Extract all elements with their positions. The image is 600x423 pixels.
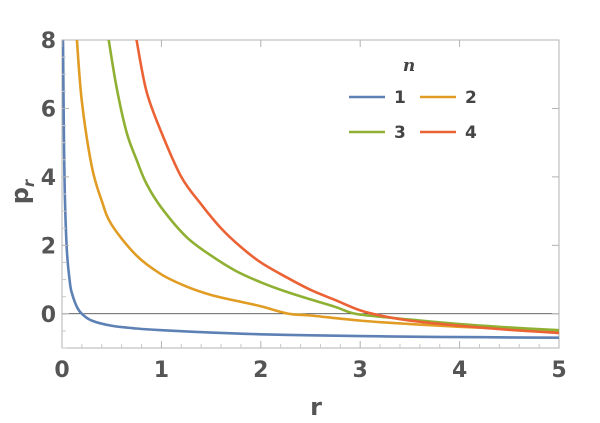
x-tick-label: 4 bbox=[452, 358, 467, 383]
x-tick-label: 1 bbox=[154, 358, 169, 383]
plot-border bbox=[61, 39, 560, 349]
series-line-n-1 bbox=[62, 40, 559, 340]
x-axis-label: r bbox=[310, 393, 322, 421]
series-line-n-2 bbox=[75, 40, 559, 333]
y-tick-label: 4 bbox=[41, 166, 56, 191]
x-tick-labels: 0 1 2 3 4 5 bbox=[54, 358, 566, 383]
x-tick-label: 3 bbox=[353, 358, 368, 383]
x-tick-label: 0 bbox=[54, 358, 69, 383]
x-tick-label: 5 bbox=[551, 358, 566, 383]
axis-ticks bbox=[61, 39, 560, 349]
y-axis-label: pr bbox=[6, 178, 38, 204]
y-axis-label-subscript: r bbox=[20, 178, 38, 187]
plot-frame bbox=[61, 39, 560, 349]
y-tick-labels: 0 2 4 6 8 bbox=[41, 29, 56, 328]
legend: n 1 2 3 4 bbox=[349, 56, 477, 143]
x-tick-label: 2 bbox=[253, 358, 268, 383]
legend-label-n-1: 1 bbox=[394, 88, 406, 108]
legend-title: n bbox=[403, 56, 415, 76]
series-lines bbox=[62, 40, 559, 340]
y-axis-label-main: p bbox=[6, 187, 34, 204]
legend-label-n-3: 3 bbox=[394, 123, 406, 143]
y-tick-label: 6 bbox=[41, 97, 56, 122]
legend-label-n-2: 2 bbox=[465, 88, 477, 108]
legend-label-n-4: 4 bbox=[465, 123, 477, 143]
y-tick-label: 2 bbox=[41, 234, 56, 259]
series-line-n-3 bbox=[107, 40, 559, 332]
y-tick-label: 0 bbox=[41, 303, 56, 328]
series-line-n-4 bbox=[135, 40, 559, 335]
y-tick-label: 8 bbox=[41, 29, 56, 54]
